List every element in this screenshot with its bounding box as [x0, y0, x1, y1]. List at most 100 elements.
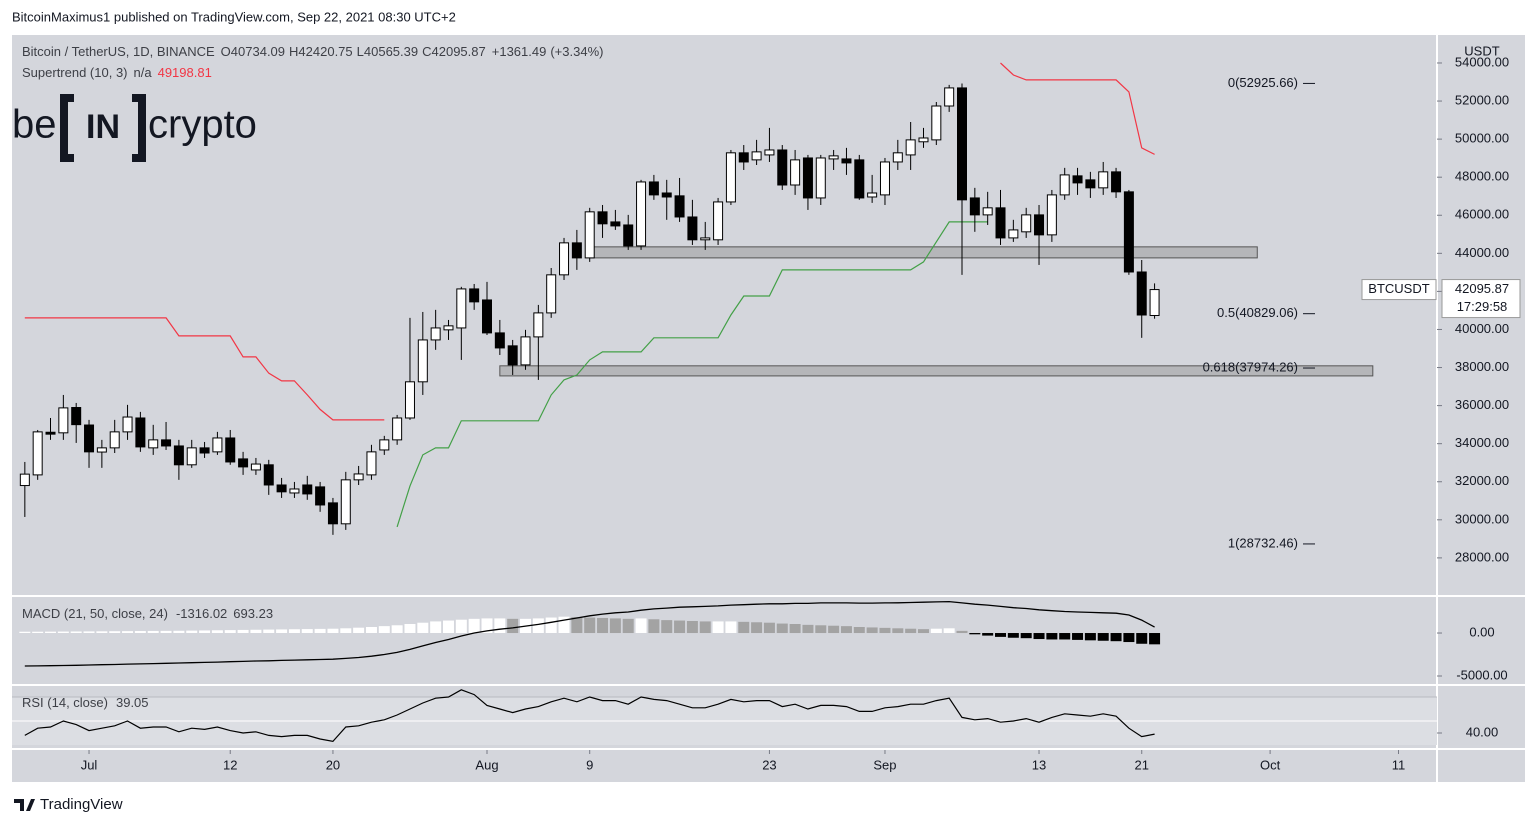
- supertrend-name: Supertrend (10, 3): [22, 65, 128, 80]
- macd-histogram-bar: [365, 627, 377, 634]
- candle-body: [212, 437, 223, 453]
- macd-histogram-bar: [686, 620, 698, 634]
- macd-histogram-bar: [404, 623, 416, 634]
- candle-body: [751, 151, 762, 161]
- macd-histogram-bar: [301, 629, 313, 634]
- fib-label: 1(28732.46): [1228, 535, 1298, 550]
- macd-histogram-bar: [1084, 633, 1096, 641]
- macd-histogram-bar: [442, 620, 454, 634]
- candle-body: [1123, 191, 1134, 273]
- price-tag: [1441, 279, 1521, 319]
- macd-histogram-bar: [584, 617, 596, 634]
- y-tick-label: 36000.00: [1455, 397, 1509, 412]
- macd-histogram-bar: [1136, 633, 1148, 644]
- macd-histogram-bar: [1007, 633, 1019, 638]
- macd-histogram-bar: [545, 617, 557, 634]
- macd-histogram-bar: [1020, 633, 1032, 639]
- plot-layer: 28000.00 30000.00 32000.00 34000.00 36000.00…: [12, 54, 1521, 772]
- macd-histogram-bar: [930, 628, 942, 634]
- macd-histogram-bar: [1110, 633, 1122, 642]
- candle-body: [135, 417, 146, 448]
- macd-histogram-bar: [378, 626, 390, 634]
- ohlc-letter: H: [289, 44, 298, 59]
- candle-body: [71, 407, 82, 426]
- candle-body: [879, 161, 890, 196]
- candle-body: [648, 181, 659, 196]
- candle-body: [392, 417, 403, 441]
- x-tick-label: 23: [762, 757, 776, 772]
- support-zone: [499, 365, 1374, 377]
- macd-hist-value: -1316.02: [176, 606, 227, 621]
- macd-histogram-bar: [134, 631, 146, 634]
- candle-body: [867, 192, 878, 198]
- candle-body: [661, 192, 672, 198]
- macd-histogram-bar: [250, 629, 262, 634]
- logo-text: crypto: [148, 103, 257, 147]
- y-tick-label: 30000.00: [1455, 511, 1509, 526]
- candle-body: [957, 87, 967, 201]
- candle-body: [764, 149, 775, 156]
- candle-body: [1008, 229, 1019, 239]
- macd-histogram-bar: [1097, 633, 1109, 641]
- fib-label: 0.618(37974.26): [1203, 359, 1298, 374]
- macd-histogram-bar: [224, 630, 236, 634]
- candle-body: [636, 181, 647, 247]
- macd-histogram-bar: [353, 627, 365, 634]
- x-tick-label: Oct: [1260, 757, 1281, 772]
- axis-unit: USDT: [1464, 43, 1499, 58]
- ohlc-value: 42095.87: [432, 44, 486, 59]
- candle-body: [546, 274, 557, 314]
- y-tick-label: -5000.00: [1456, 667, 1507, 682]
- candle-body: [173, 445, 184, 466]
- macd-histogram-bar: [288, 629, 300, 634]
- candle-body: [430, 327, 441, 341]
- support-zone: [589, 246, 1258, 259]
- rsi-name: RSI (14, close): [22, 695, 108, 710]
- macd-histogram-bar: [853, 627, 865, 634]
- candle-body: [597, 211, 608, 225]
- candle-body: [443, 325, 454, 331]
- macd-histogram-bar: [122, 631, 134, 634]
- x-tick-label: Aug: [475, 757, 498, 772]
- candle-body: [45, 431, 56, 435]
- supertrend-down: [24, 62, 1155, 421]
- candle-body: [58, 407, 69, 434]
- y-tick-label: 38000.00: [1455, 359, 1509, 374]
- candle-body: [507, 345, 518, 366]
- y-tick-label: 54000.00: [1455, 54, 1509, 69]
- candle-body: [790, 159, 801, 186]
- ohlc-letter: C: [422, 44, 431, 59]
- macd-histogram-bar: [725, 621, 737, 634]
- candle-body: [186, 447, 197, 466]
- macd-histogram-bar: [622, 618, 634, 634]
- candle-body: [109, 431, 120, 449]
- candle-body: [289, 488, 300, 494]
- candle-body: [1046, 194, 1057, 236]
- ohlc-value: 40734.09: [231, 44, 285, 59]
- macd-histogram-bar: [109, 631, 121, 634]
- macd-histogram-bar: [840, 626, 852, 634]
- tv-logo: [14, 799, 35, 811]
- candle-body: [417, 339, 428, 383]
- macd-histogram-bar: [866, 627, 878, 634]
- macd-histogram-bar: [751, 622, 763, 634]
- y-tick-label: 50000.00: [1455, 131, 1509, 146]
- candle-body: [1085, 179, 1096, 189]
- candle-body: [1034, 214, 1045, 236]
- macd-histogram-bar: [802, 624, 814, 634]
- supertrend-value: 49198.81: [158, 65, 212, 80]
- candle-body: [969, 197, 980, 216]
- change-percent: (+3.34%): [550, 44, 603, 59]
- y-tick-label: 0.00: [1469, 624, 1494, 639]
- candle-body: [366, 451, 377, 476]
- candle-body: [584, 211, 595, 259]
- macd-histogram-bar: [892, 628, 904, 634]
- symbol-tag: [1361, 279, 1437, 301]
- candle-body: [918, 137, 929, 143]
- macd-histogram-bar: [776, 623, 788, 634]
- macd-histogram-bar: [674, 620, 686, 634]
- x-tick-label: 20: [326, 757, 340, 772]
- candle-body: [148, 439, 159, 449]
- footer-brand: TradingView: [40, 796, 123, 813]
- candle-body: [469, 288, 480, 303]
